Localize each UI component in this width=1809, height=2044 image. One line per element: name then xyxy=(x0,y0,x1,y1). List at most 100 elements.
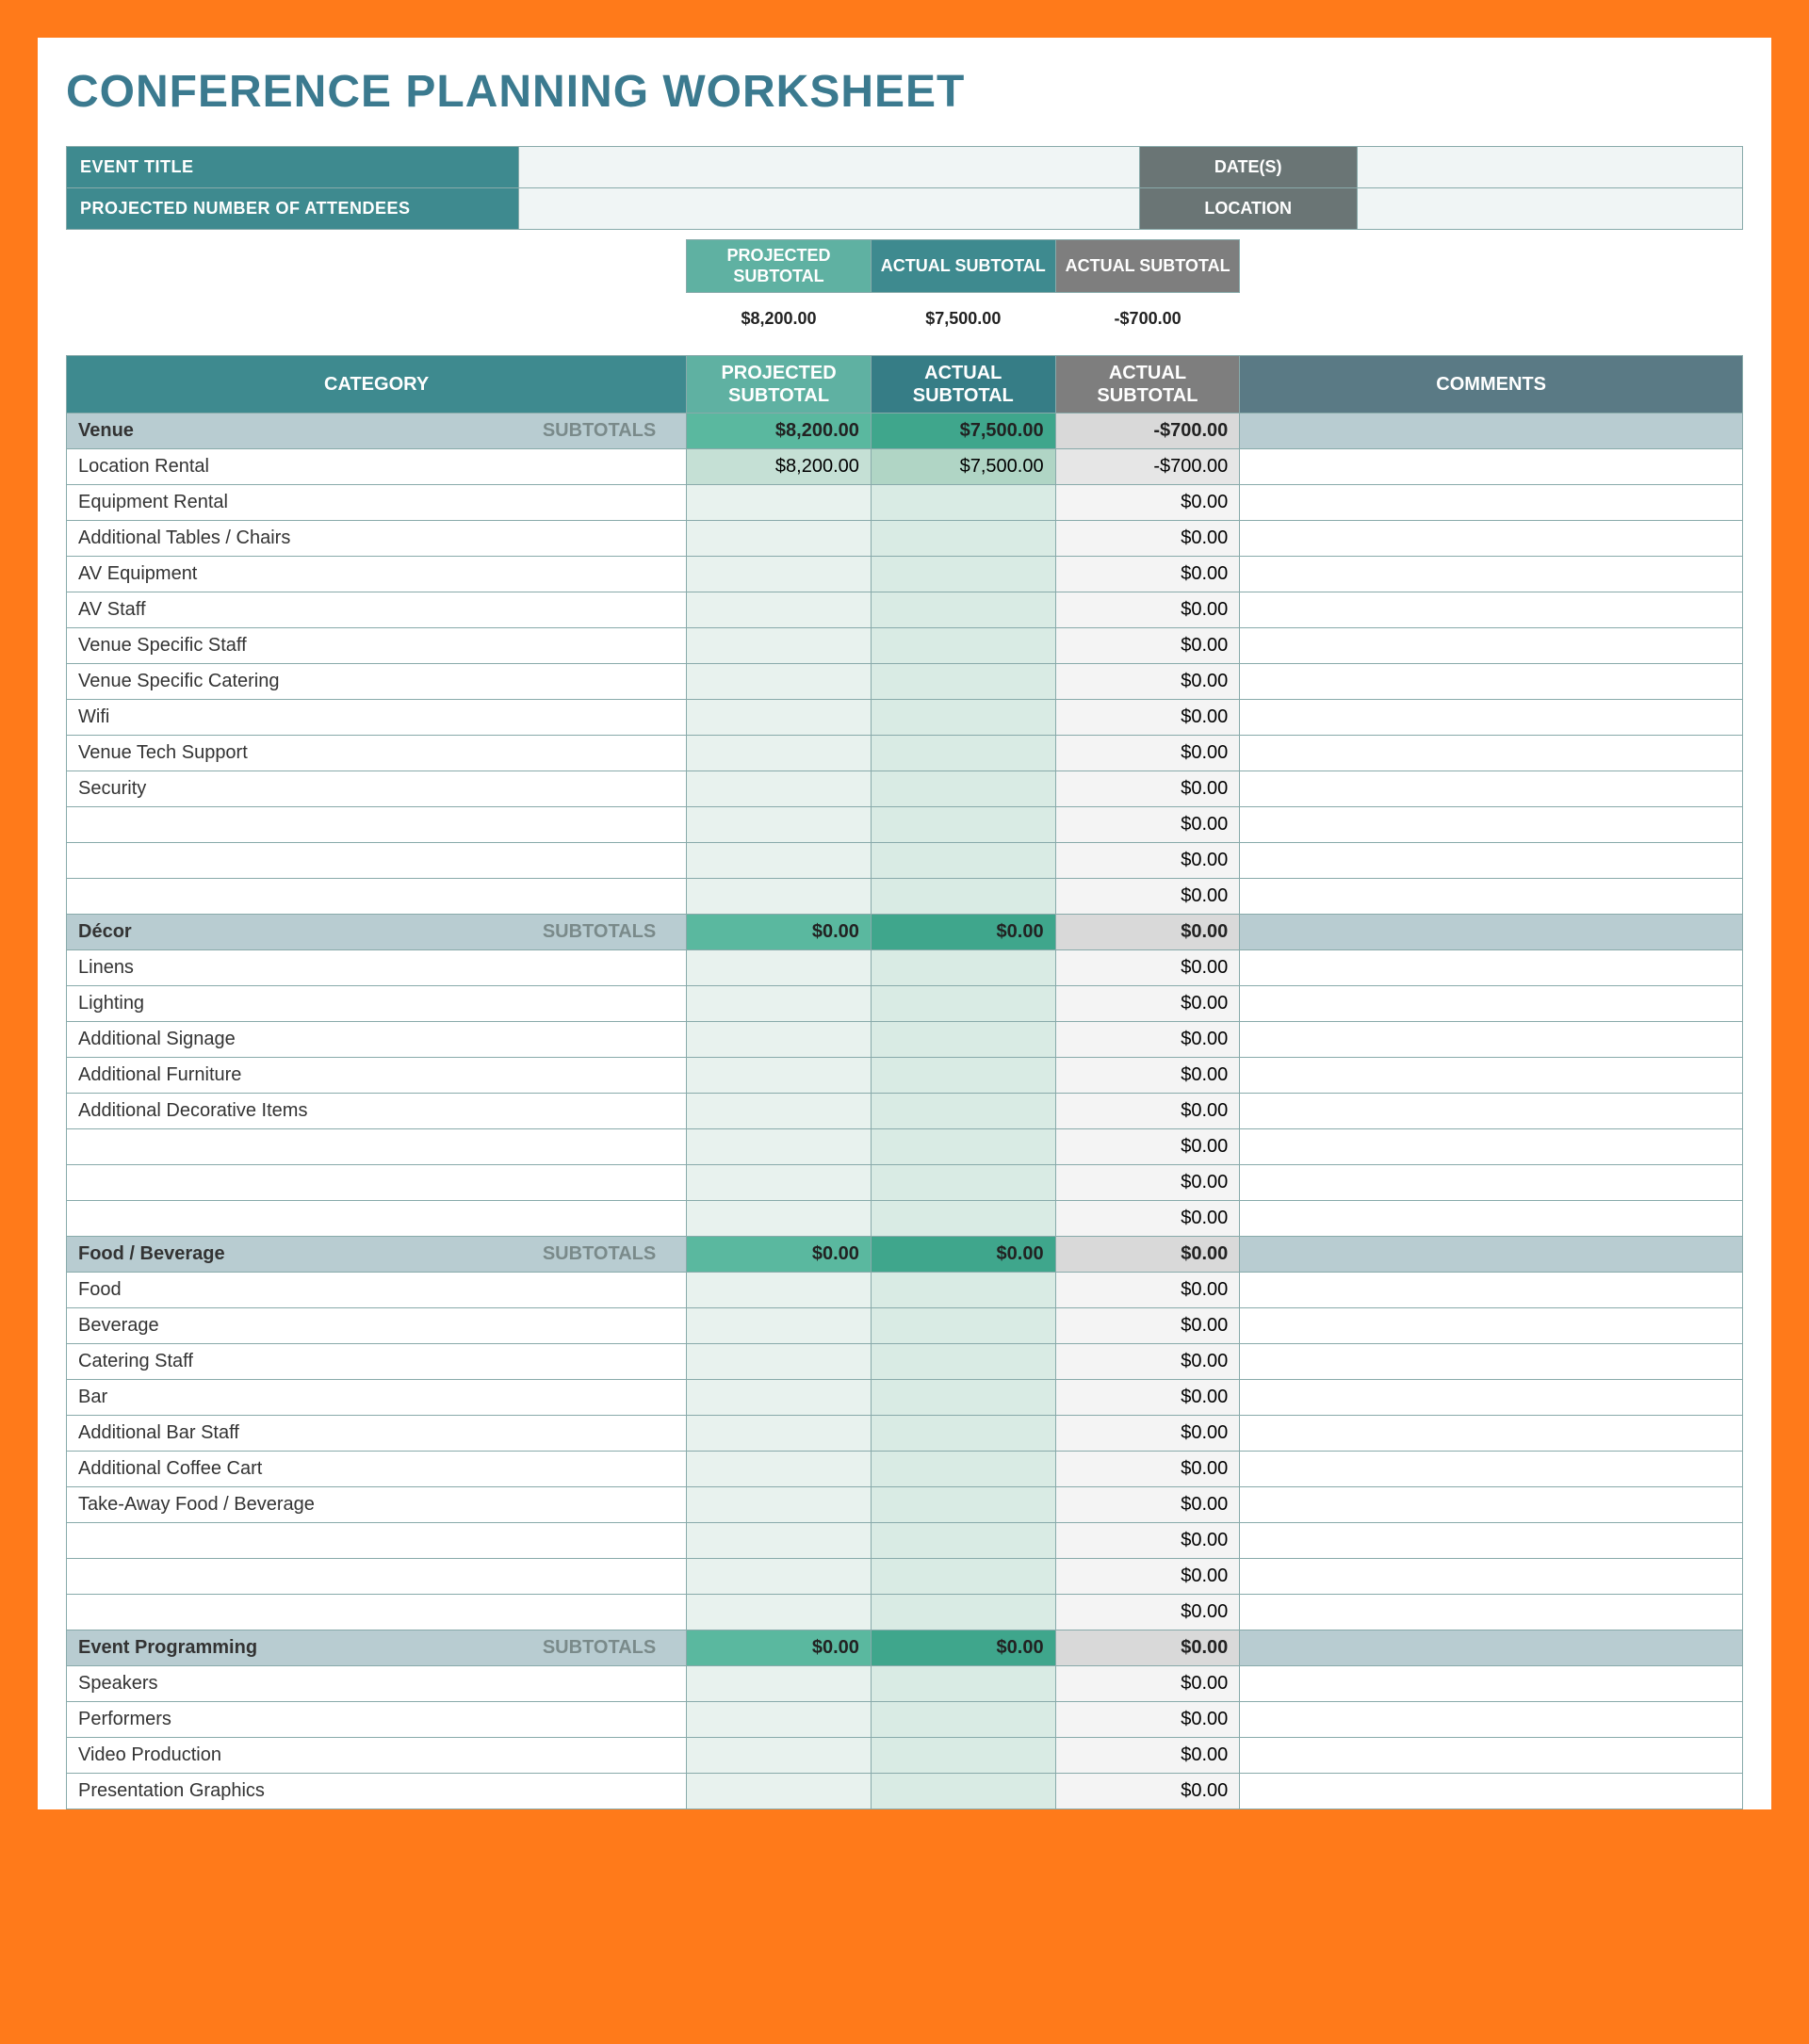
item-name[interactable] xyxy=(67,806,687,842)
item-projected[interactable] xyxy=(687,699,872,735)
item-actual[interactable] xyxy=(871,627,1055,663)
item-actual[interactable] xyxy=(871,1164,1055,1200)
item-actual[interactable] xyxy=(871,1522,1055,1558)
item-name[interactable]: Equipment Rental xyxy=(67,484,687,520)
event-title-cell[interactable] xyxy=(519,147,1139,188)
item-actual[interactable] xyxy=(871,1665,1055,1701)
item-projected[interactable] xyxy=(687,1773,872,1809)
item-projected[interactable] xyxy=(687,1594,872,1630)
item-comments[interactable] xyxy=(1240,1594,1743,1630)
item-name[interactable]: AV Equipment xyxy=(67,556,687,592)
item-projected[interactable] xyxy=(687,878,872,914)
item-projected[interactable] xyxy=(687,1343,872,1379)
section-comments[interactable] xyxy=(1240,413,1743,448)
item-name[interactable]: Beverage xyxy=(67,1307,687,1343)
item-actual[interactable] xyxy=(871,878,1055,914)
item-comments[interactable] xyxy=(1240,806,1743,842)
item-name[interactable]: Venue Tech Support xyxy=(67,735,687,771)
item-actual[interactable] xyxy=(871,699,1055,735)
item-comments[interactable] xyxy=(1240,1200,1743,1236)
item-actual[interactable] xyxy=(871,1486,1055,1522)
item-projected[interactable] xyxy=(687,1200,872,1236)
item-projected[interactable] xyxy=(687,1737,872,1773)
item-projected[interactable] xyxy=(687,556,872,592)
item-projected[interactable] xyxy=(687,771,872,806)
item-comments[interactable] xyxy=(1240,520,1743,556)
item-projected[interactable] xyxy=(687,1486,872,1522)
item-comments[interactable] xyxy=(1240,699,1743,735)
item-name[interactable]: Lighting xyxy=(67,985,687,1021)
item-name[interactable]: Additional Tables / Chairs xyxy=(67,520,687,556)
item-actual[interactable] xyxy=(871,1737,1055,1773)
item-projected[interactable] xyxy=(687,520,872,556)
item-name[interactable] xyxy=(67,1200,687,1236)
item-projected[interactable] xyxy=(687,842,872,878)
item-comments[interactable] xyxy=(1240,1773,1743,1809)
item-actual[interactable] xyxy=(871,1379,1055,1415)
item-name[interactable]: Linens xyxy=(67,949,687,985)
item-actual[interactable] xyxy=(871,1021,1055,1057)
item-comments[interactable] xyxy=(1240,1665,1743,1701)
item-name[interactable]: Food xyxy=(67,1272,687,1307)
item-name[interactable]: Additional Furniture xyxy=(67,1057,687,1093)
item-actual[interactable] xyxy=(871,842,1055,878)
item-actual[interactable] xyxy=(871,1773,1055,1809)
item-projected[interactable] xyxy=(687,1057,872,1093)
item-projected[interactable] xyxy=(687,1522,872,1558)
item-actual[interactable] xyxy=(871,1200,1055,1236)
item-actual[interactable] xyxy=(871,1343,1055,1379)
item-comments[interactable] xyxy=(1240,1522,1743,1558)
attendees-cell[interactable] xyxy=(519,188,1139,230)
item-actual[interactable] xyxy=(871,985,1055,1021)
item-name[interactable] xyxy=(67,1164,687,1200)
item-comments[interactable] xyxy=(1240,1451,1743,1486)
item-comments[interactable] xyxy=(1240,1486,1743,1522)
item-comments[interactable] xyxy=(1240,1343,1743,1379)
item-name[interactable] xyxy=(67,1522,687,1558)
location-cell[interactable] xyxy=(1357,188,1742,230)
item-name[interactable] xyxy=(67,1128,687,1164)
item-actual[interactable] xyxy=(871,484,1055,520)
item-name[interactable]: Catering Staff xyxy=(67,1343,687,1379)
item-name[interactable] xyxy=(67,1594,687,1630)
item-comments[interactable] xyxy=(1240,1128,1743,1164)
item-actual[interactable]: $7,500.00 xyxy=(871,448,1055,484)
item-name[interactable]: Additional Signage xyxy=(67,1021,687,1057)
item-comments[interactable] xyxy=(1240,1164,1743,1200)
item-comments[interactable] xyxy=(1240,1093,1743,1128)
item-projected[interactable] xyxy=(687,1164,872,1200)
item-actual[interactable] xyxy=(871,1307,1055,1343)
item-projected[interactable] xyxy=(687,1093,872,1128)
item-comments[interactable] xyxy=(1240,878,1743,914)
item-name[interactable]: Additional Coffee Cart xyxy=(67,1451,687,1486)
item-comments[interactable] xyxy=(1240,1558,1743,1594)
item-comments[interactable] xyxy=(1240,735,1743,771)
item-projected[interactable] xyxy=(687,735,872,771)
item-name[interactable] xyxy=(67,842,687,878)
item-comments[interactable] xyxy=(1240,627,1743,663)
item-actual[interactable] xyxy=(871,1451,1055,1486)
item-actual[interactable] xyxy=(871,1594,1055,1630)
item-name[interactable]: AV Staff xyxy=(67,592,687,627)
item-actual[interactable] xyxy=(871,1128,1055,1164)
item-projected[interactable] xyxy=(687,1379,872,1415)
item-projected[interactable] xyxy=(687,1451,872,1486)
item-actual[interactable] xyxy=(871,1415,1055,1451)
item-name[interactable] xyxy=(67,1558,687,1594)
item-projected[interactable] xyxy=(687,806,872,842)
item-actual[interactable] xyxy=(871,1701,1055,1737)
item-comments[interactable] xyxy=(1240,842,1743,878)
item-comments[interactable] xyxy=(1240,663,1743,699)
item-comments[interactable] xyxy=(1240,1021,1743,1057)
item-projected[interactable] xyxy=(687,627,872,663)
item-projected[interactable] xyxy=(687,1558,872,1594)
item-name[interactable]: Venue Specific Staff xyxy=(67,627,687,663)
item-actual[interactable] xyxy=(871,1093,1055,1128)
item-actual[interactable] xyxy=(871,1272,1055,1307)
item-name[interactable]: Venue Specific Catering xyxy=(67,663,687,699)
item-comments[interactable] xyxy=(1240,1307,1743,1343)
item-name[interactable]: Video Production xyxy=(67,1737,687,1773)
item-actual[interactable] xyxy=(871,663,1055,699)
item-comments[interactable] xyxy=(1240,1737,1743,1773)
item-comments[interactable] xyxy=(1240,448,1743,484)
